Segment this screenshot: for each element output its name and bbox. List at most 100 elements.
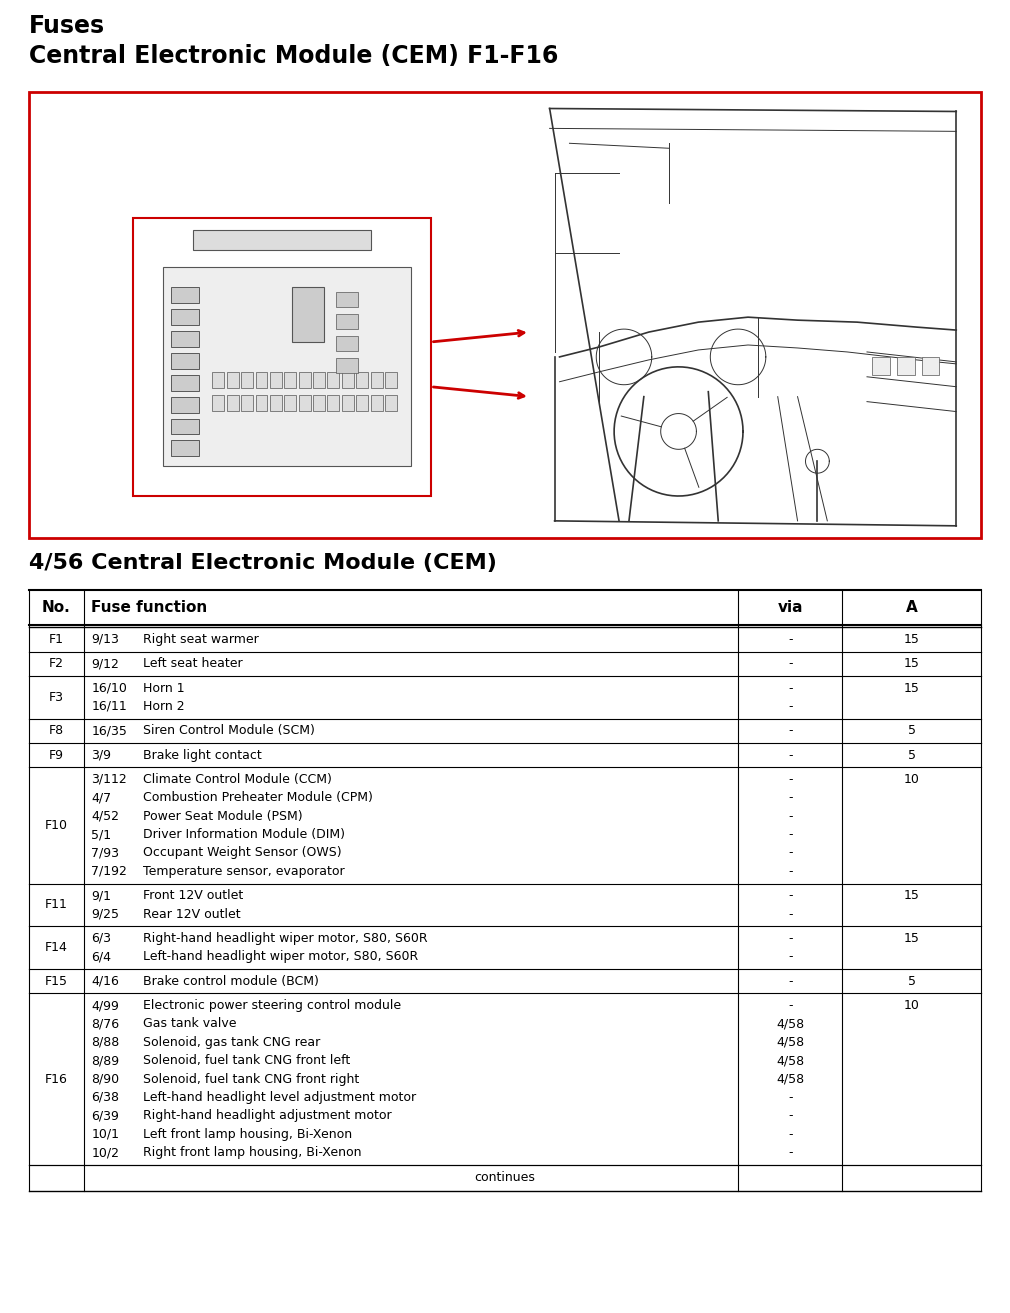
Bar (336, 358, 359, 373)
Bar (171, 331, 199, 347)
Bar (171, 397, 199, 412)
Text: 4/56 Central Electronic Module (CEM): 4/56 Central Electronic Module (CEM) (29, 553, 497, 572)
Text: F15: F15 (44, 974, 68, 987)
Text: 8/89: 8/89 (92, 1054, 119, 1067)
Text: -: - (788, 907, 793, 920)
Text: 16/35: 16/35 (92, 725, 127, 738)
Text: -: - (788, 951, 793, 964)
Text: -: - (788, 658, 793, 670)
Text: 16/11: 16/11 (92, 700, 127, 713)
Bar (299, 372, 311, 387)
Text: 10: 10 (904, 999, 919, 1012)
Text: Siren Control Module (SCM): Siren Control Module (SCM) (143, 725, 315, 738)
Text: -: - (788, 974, 793, 987)
Text: F8: F8 (48, 725, 64, 738)
Text: F2: F2 (48, 658, 64, 670)
Bar (193, 230, 371, 249)
Bar (29, 92, 981, 538)
Text: 3/9: 3/9 (92, 748, 111, 762)
Bar (241, 372, 254, 387)
Text: -: - (788, 889, 793, 902)
Bar (385, 372, 397, 387)
Text: Left-hand headlight level adjustment motor: Left-hand headlight level adjustment mot… (143, 1091, 416, 1104)
Text: 5: 5 (908, 748, 916, 762)
Bar (285, 395, 296, 411)
Text: -: - (788, 633, 793, 646)
Text: via: via (778, 600, 803, 616)
Text: Brake light contact: Brake light contact (143, 748, 262, 762)
Text: continues: continues (475, 1171, 535, 1184)
Bar (270, 372, 282, 387)
Bar (270, 395, 282, 411)
Text: -: - (788, 1146, 793, 1159)
Bar (133, 218, 430, 496)
Text: 8/88: 8/88 (92, 1036, 120, 1049)
Text: Fuse function: Fuse function (92, 600, 208, 616)
Text: Horn 1: Horn 1 (143, 681, 185, 695)
Bar (385, 395, 397, 411)
Text: Brake control module (BCM): Brake control module (BCM) (143, 974, 319, 987)
Text: F16: F16 (44, 1073, 68, 1086)
Text: 4/99: 4/99 (92, 999, 119, 1012)
Text: 15: 15 (904, 633, 919, 646)
Text: Right seat warmer: Right seat warmer (143, 633, 259, 646)
Bar (371, 372, 383, 387)
Text: F11: F11 (44, 898, 68, 911)
Bar (897, 357, 915, 374)
Bar (163, 268, 411, 466)
Text: A: A (906, 600, 917, 616)
Bar (336, 314, 359, 330)
Bar (171, 310, 199, 326)
Bar (171, 288, 199, 303)
Text: Electronic power steering control module: Electronic power steering control module (143, 999, 401, 1012)
Text: 3/112: 3/112 (92, 773, 127, 786)
Text: 4/58: 4/58 (776, 1054, 804, 1067)
Text: 10: 10 (904, 773, 919, 786)
Bar (921, 357, 939, 374)
Text: No.: No. (41, 600, 71, 616)
Bar (241, 395, 254, 411)
Text: Rear 12V outlet: Rear 12V outlet (143, 907, 240, 920)
Text: 4/58: 4/58 (776, 1036, 804, 1049)
Bar (227, 372, 238, 387)
Text: -: - (788, 932, 793, 945)
Text: F1: F1 (48, 633, 64, 646)
Bar (292, 288, 323, 341)
Text: -: - (788, 792, 793, 805)
Text: 16/10: 16/10 (92, 681, 127, 695)
Text: Temperature sensor, evaporator: Temperature sensor, evaporator (143, 865, 344, 878)
Text: -: - (788, 847, 793, 860)
Text: -: - (788, 773, 793, 786)
Text: -: - (788, 1109, 793, 1123)
Bar (256, 395, 268, 411)
Text: Central Electronic Module (CEM) F1-F16: Central Electronic Module (CEM) F1-F16 (29, 43, 559, 68)
Text: -: - (788, 829, 793, 842)
Text: 5: 5 (908, 725, 916, 738)
Text: 10/2: 10/2 (92, 1146, 119, 1159)
Text: F9: F9 (48, 748, 64, 762)
Text: Left front lamp housing, Bi-Xenon: Left front lamp housing, Bi-Xenon (143, 1128, 352, 1141)
Bar (327, 395, 339, 411)
Text: 7/192: 7/192 (92, 865, 127, 878)
Text: 4/58: 4/58 (776, 1073, 804, 1086)
Bar (341, 372, 353, 387)
Bar (357, 372, 368, 387)
Text: Combustion Preheater Module (CPM): Combustion Preheater Module (CPM) (143, 792, 373, 805)
Text: F10: F10 (44, 819, 68, 832)
Bar (256, 372, 268, 387)
Text: Right front lamp housing, Bi-Xenon: Right front lamp housing, Bi-Xenon (143, 1146, 362, 1159)
Bar (357, 395, 368, 411)
Text: Occupant Weight Sensor (OWS): Occupant Weight Sensor (OWS) (143, 847, 341, 860)
Text: Left seat heater: Left seat heater (143, 658, 242, 670)
Text: 9/25: 9/25 (92, 907, 119, 920)
Bar (341, 395, 353, 411)
Text: 6/4: 6/4 (92, 951, 111, 964)
Bar (371, 395, 383, 411)
Bar (872, 357, 890, 374)
Text: 8/76: 8/76 (92, 1018, 119, 1031)
Bar (327, 372, 339, 387)
Text: 6/38: 6/38 (92, 1091, 119, 1104)
Text: -: - (788, 1128, 793, 1141)
Text: -: - (788, 681, 793, 695)
Text: -: - (788, 700, 793, 713)
